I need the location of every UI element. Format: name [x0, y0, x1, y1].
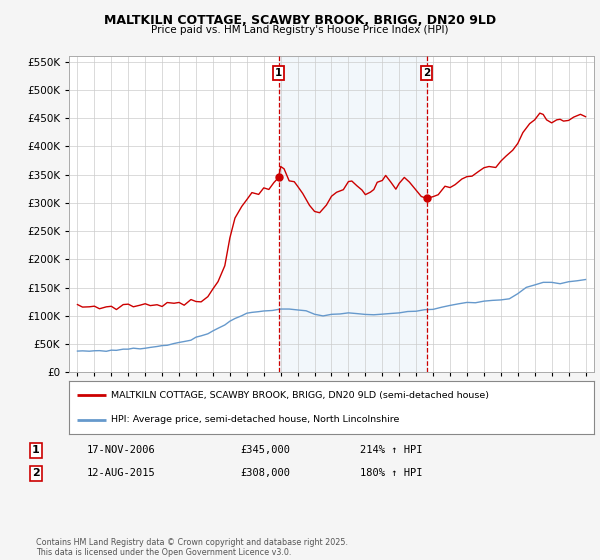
- Text: HPI: Average price, semi-detached house, North Lincolnshire: HPI: Average price, semi-detached house,…: [111, 415, 400, 424]
- Text: £308,000: £308,000: [240, 468, 290, 478]
- Text: £345,000: £345,000: [240, 445, 290, 455]
- Text: 2: 2: [423, 68, 430, 78]
- Text: 2: 2: [32, 468, 40, 478]
- Text: 12-AUG-2015: 12-AUG-2015: [87, 468, 156, 478]
- Bar: [278, 56, 427, 372]
- Text: 214% ↑ HPI: 214% ↑ HPI: [360, 445, 422, 455]
- Text: Contains HM Land Registry data © Crown copyright and database right 2025.
This d: Contains HM Land Registry data © Crown c…: [36, 538, 348, 557]
- Text: 1: 1: [275, 68, 282, 78]
- Text: Price paid vs. HM Land Registry's House Price Index (HPI): Price paid vs. HM Land Registry's House …: [151, 25, 449, 35]
- Text: MALTKILN COTTAGE, SCAWBY BROOK, BRIGG, DN20 9LD (semi-detached house): MALTKILN COTTAGE, SCAWBY BROOK, BRIGG, D…: [111, 391, 489, 400]
- Text: 17-NOV-2006: 17-NOV-2006: [87, 445, 156, 455]
- Text: MALTKILN COTTAGE, SCAWBY BROOK, BRIGG, DN20 9LD: MALTKILN COTTAGE, SCAWBY BROOK, BRIGG, D…: [104, 14, 496, 27]
- Text: 1: 1: [32, 445, 40, 455]
- Text: 180% ↑ HPI: 180% ↑ HPI: [360, 468, 422, 478]
